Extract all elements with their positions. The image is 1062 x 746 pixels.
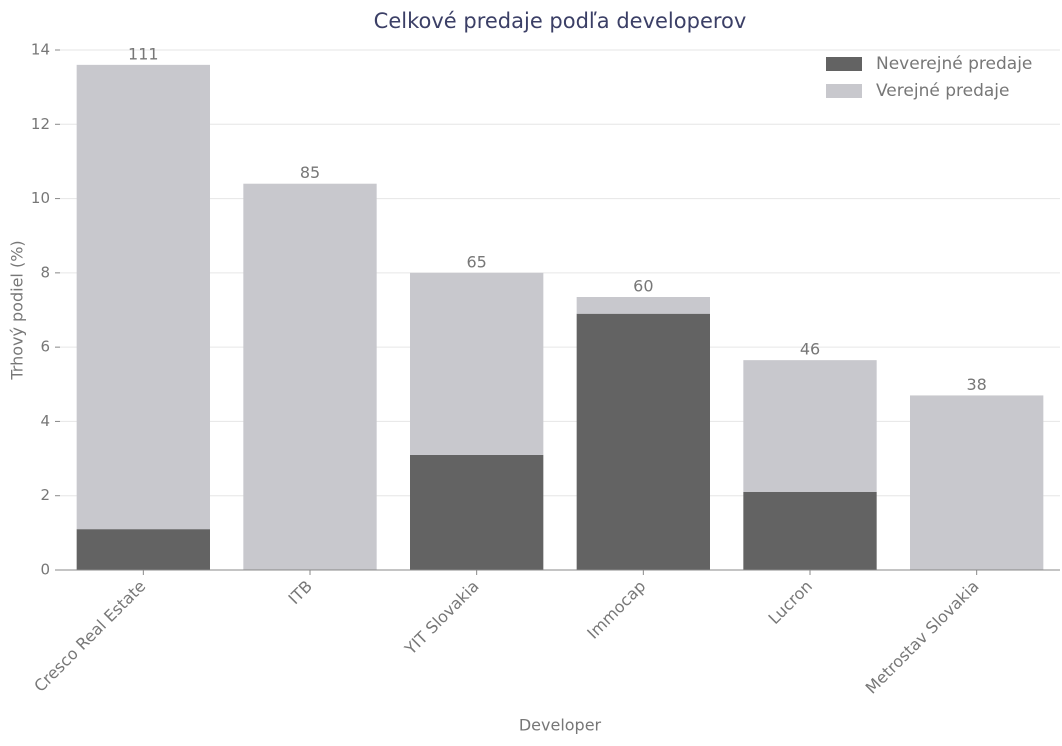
y-tick-label: 14	[31, 41, 50, 59]
x-tick-label: Immocap	[583, 577, 649, 643]
y-tick-label: 10	[31, 189, 50, 207]
y-tick-label: 4	[40, 412, 50, 430]
x-tick-label: YIT Slovakia	[400, 577, 482, 659]
legend-label: Verejné predaje	[876, 81, 1009, 101]
x-tick-label: Cresco Real Estate	[30, 577, 149, 696]
bar-segment	[910, 395, 1044, 570]
bar-segment	[576, 313, 710, 570]
bar-segment	[76, 64, 211, 530]
bar-segment	[576, 297, 710, 314]
bar-segment	[410, 454, 544, 570]
legend-label: Neverejné predaje	[876, 54, 1032, 74]
x-tick-label: Lucron	[765, 577, 816, 628]
y-tick-label: 2	[40, 486, 50, 504]
total-label: 65	[466, 252, 486, 271]
y-tick-label: 8	[40, 263, 50, 281]
total-label: 60	[633, 277, 653, 296]
legend-swatch	[826, 57, 862, 71]
bar-segment	[243, 183, 377, 570]
x-tick-label: Metrostav Slovakia	[862, 577, 983, 698]
x-axis-label: Developer	[519, 716, 602, 735]
bar-segment	[743, 360, 877, 492]
total-label: 85	[300, 163, 320, 182]
bar-segment	[743, 492, 877, 570]
y-tick-label: 6	[40, 338, 50, 356]
bar-segment	[410, 272, 544, 455]
x-tick-label: ITB	[285, 577, 316, 608]
y-axis-label: Trhový podiel (%)	[8, 240, 27, 380]
total-label: 111	[128, 44, 159, 63]
legend-swatch	[826, 84, 862, 98]
y-tick-label: 12	[31, 115, 50, 133]
chart-title: Celkové predaje podľa developerov	[374, 9, 747, 33]
bar-segment	[76, 529, 211, 570]
total-label: 38	[966, 375, 986, 394]
y-tick-label: 0	[40, 561, 50, 579]
total-label: 46	[800, 340, 820, 359]
